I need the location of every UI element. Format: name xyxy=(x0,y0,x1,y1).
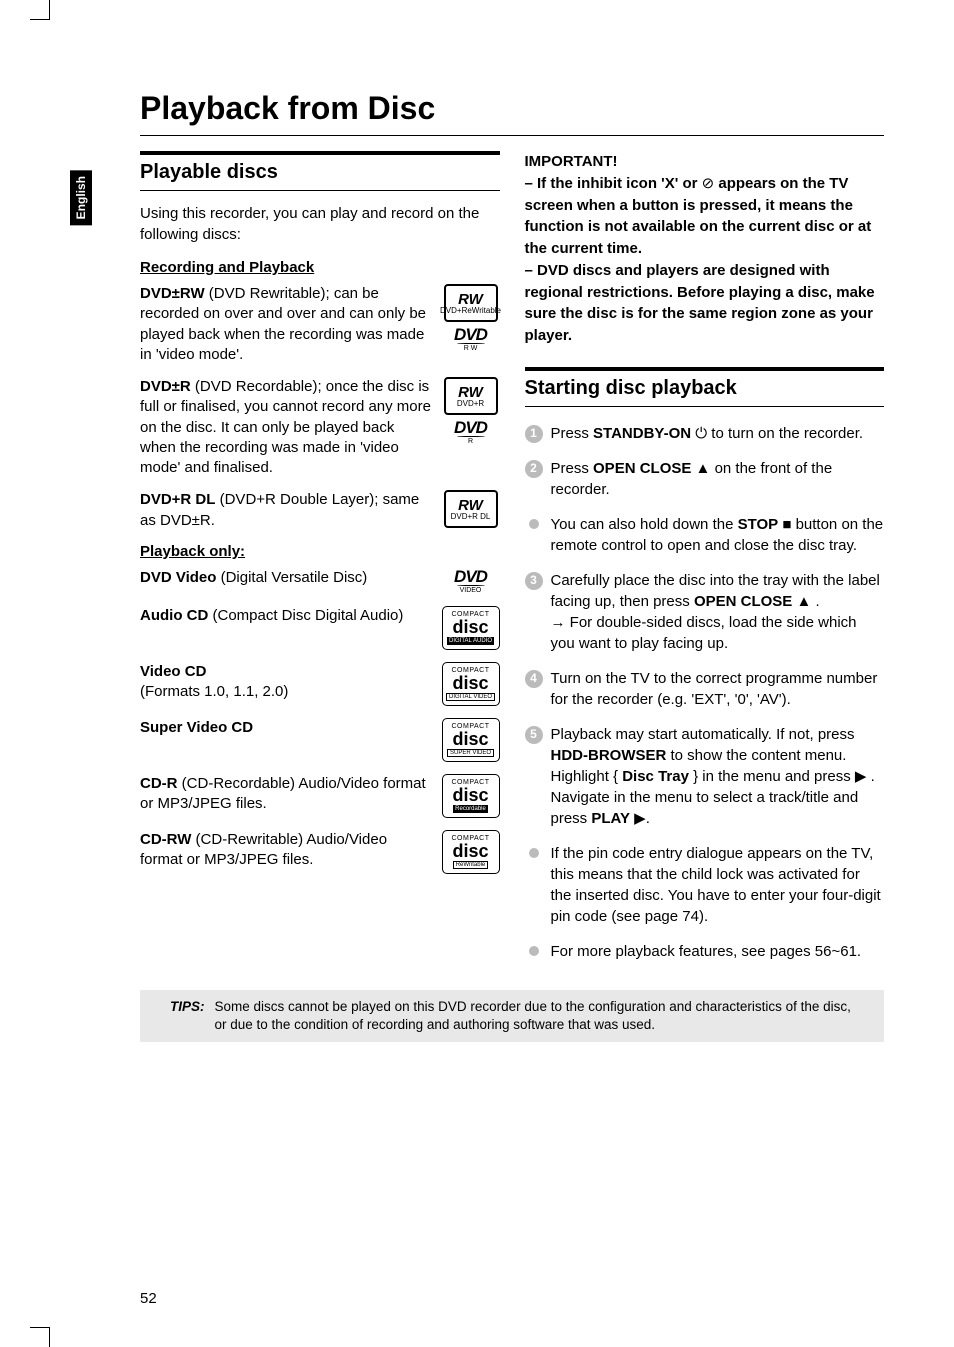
tips-box: TIPS: Some discs cannot be played on thi… xyxy=(140,990,884,1042)
disc-block: Super Video CD COMPACTdiscSUPER VIDEO xyxy=(140,718,500,762)
disc-block: CD-R (CD-Recordable) Audio/Video format … xyxy=(140,774,500,818)
cd-logo: COMPACTdiscSUPER VIDEO xyxy=(442,718,500,762)
disc-block: Audio CD (Compact Disc Digital Audio) CO… xyxy=(140,606,500,650)
cd-logo: COMPACTdiscReWritable xyxy=(442,830,500,874)
title-rule xyxy=(140,135,884,136)
rw-logo: RWDVD+ReWritable xyxy=(444,284,498,322)
cd-logo: COMPACTdiscDIGITAL AUDIO xyxy=(442,606,500,650)
dvd-logo: DVDR W xyxy=(444,326,498,352)
disc-block: Video CD(Formats 1.0, 1.1, 2.0) COMPACTd… xyxy=(140,662,500,706)
left-column: Playable discs Using this recorder, you … xyxy=(100,151,500,976)
disc-block: DVD±RW (DVD Rewritable); can be recorded… xyxy=(140,284,500,365)
section-title-wrap: Playable discs xyxy=(140,151,500,191)
play-icon: ▶ xyxy=(634,810,646,827)
disc-block: DVD Video (Digital Versatile Disc) DVDVI… xyxy=(140,568,500,594)
page-number: 52 xyxy=(140,1290,157,1307)
language-tab: English xyxy=(70,170,92,225)
subheading: Playback only: xyxy=(140,543,500,560)
rw-logo: RWDVD+R xyxy=(444,377,498,415)
right-column: IMPORTANT! – If the inhibit icon 'X' or … xyxy=(525,151,885,976)
step-number: 1 xyxy=(525,425,543,443)
step-number: 5 xyxy=(525,726,543,744)
tips-text: Some discs cannot be played on this DVD … xyxy=(215,998,854,1034)
bullet-icon xyxy=(529,848,539,858)
section-title: Starting disc playback xyxy=(525,377,885,400)
crop-mark xyxy=(30,0,50,20)
disc-block: DVD±R (DVD Recordable); once the disc is… xyxy=(140,377,500,478)
dvd-video-logo: DVDVIDEO xyxy=(444,568,498,594)
cd-logo: COMPACTdiscDIGITAL VIDEO xyxy=(442,662,500,706)
step-number: 2 xyxy=(525,460,543,478)
subheading: Recording and Playback xyxy=(140,259,500,276)
page-title: Playback from Disc xyxy=(140,90,884,127)
cd-logo: COMPACTdiscRecordable xyxy=(442,774,500,818)
arrow-icon: → xyxy=(551,612,566,633)
eject-icon: ▲ xyxy=(796,593,811,610)
dvd-logo: DVDR xyxy=(444,419,498,445)
step-number: 4 xyxy=(525,670,543,688)
bullet-icon xyxy=(529,946,539,956)
rw-logo: RWDVD+R DL xyxy=(444,490,498,528)
crop-mark xyxy=(30,1327,50,1347)
section-title-wrap: Starting disc playback xyxy=(525,367,885,407)
disc-block: DVD+R DL (DVD+R Double Layer); same as D… xyxy=(140,490,500,531)
prohibit-icon: ⊘ xyxy=(702,175,715,192)
intro-text: Using this recorder, you can play and re… xyxy=(140,203,500,245)
power-icon: ⏻ xyxy=(695,425,707,442)
eject-icon: ▲ xyxy=(696,460,711,477)
tips-label: TIPS: xyxy=(170,998,205,1034)
important-box: IMPORTANT! – If the inhibit icon 'X' or … xyxy=(525,151,885,347)
section-title: Playable discs xyxy=(140,161,500,184)
step-number: 3 xyxy=(525,572,543,590)
bullet-icon xyxy=(529,519,539,529)
play-icon: ▶ xyxy=(855,768,867,785)
disc-block: CD-RW (CD-Rewritable) Audio/Video format… xyxy=(140,830,500,874)
